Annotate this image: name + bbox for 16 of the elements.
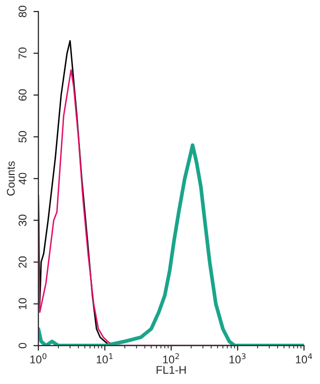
y-tick-label: 70 <box>18 48 26 59</box>
y-tick-label: 20 <box>18 256 26 268</box>
x-tick-label: 10$^{3}$ <box>230 353 246 364</box>
y-tick-label: 40 <box>18 172 26 184</box>
y-axis-title: Counts <box>6 161 15 196</box>
x-tick-label: 10$^{1}$ <box>96 353 113 364</box>
x-tick-label: 10$^{4}$ <box>296 353 312 364</box>
y-tick-label: 10 <box>18 298 26 310</box>
y-tick-label: 60 <box>18 89 26 101</box>
x-axis-title: FL1-H <box>156 366 186 374</box>
y-tick-label: 0 <box>18 342 26 348</box>
x-tick-label: 10$^{0}$ <box>30 353 46 364</box>
y-tick-label: 30 <box>18 214 26 226</box>
y-tick-label: 80 <box>18 6 26 18</box>
x-tick-label: 10$^{2}$ <box>163 353 179 364</box>
y-tick-label: 50 <box>18 131 26 143</box>
